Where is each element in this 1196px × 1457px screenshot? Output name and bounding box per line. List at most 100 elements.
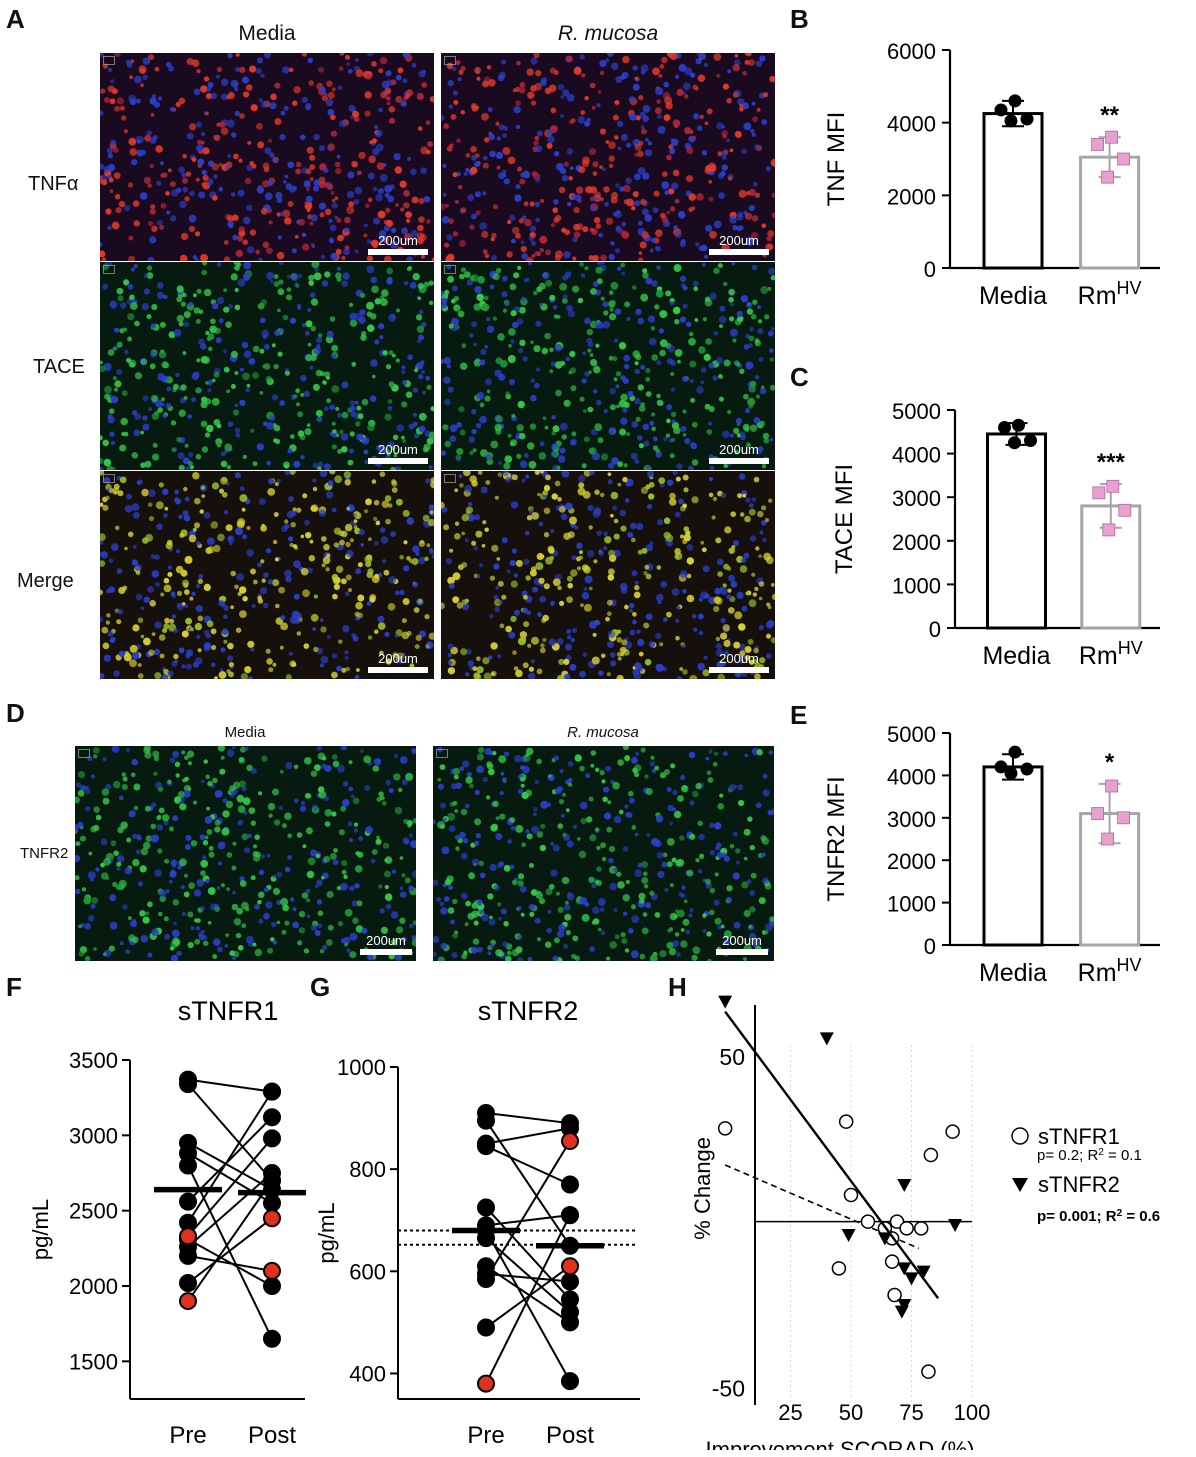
data-point-stnfr1 xyxy=(838,1114,854,1129)
trend-line-stnfr2 xyxy=(724,1010,940,1300)
data-point-stnfr2 xyxy=(819,1032,834,1046)
data-point-post xyxy=(561,1372,579,1391)
data-point-post xyxy=(263,1108,281,1127)
micro-tnfr2-rm xyxy=(433,746,774,961)
data-point-post xyxy=(263,1129,281,1148)
x-tick-label: Media xyxy=(979,282,1047,310)
data-point xyxy=(994,760,1008,774)
data-point-stnfr2 xyxy=(897,1299,912,1312)
data-point xyxy=(1020,112,1034,126)
pair-line xyxy=(187,1152,273,1204)
y-tick-label: 5000 xyxy=(892,399,941,424)
micro-corner-mark xyxy=(78,749,90,758)
micro-tace-rm xyxy=(441,262,775,470)
micro-tnf-rm xyxy=(441,53,775,261)
data-point-post xyxy=(263,1261,281,1280)
data-point-stnfr1 xyxy=(945,1124,960,1139)
chart-b: 0 2000 4000 6000 TNF MFI Media RmHV ** xyxy=(823,39,1160,310)
x-tick-label: 75 xyxy=(899,1400,923,1425)
pair-line xyxy=(485,1140,571,1280)
data-point-pre xyxy=(477,1269,495,1288)
y-axis-label: % Change xyxy=(690,1137,715,1240)
y-tick-label: 0 xyxy=(924,257,936,282)
legend-stats-tail: = 0.1 xyxy=(1104,1147,1142,1164)
chart-g: sTNFR2 400 600 800 1000 pg/mL Pre Post xyxy=(318,996,640,1449)
data-point-stnfr1 xyxy=(887,1287,902,1303)
scale-bar-a2: 200um xyxy=(709,233,769,255)
micro-corner-mark xyxy=(444,265,456,274)
data-point xyxy=(994,103,1008,117)
micro-a-col-media: Media xyxy=(238,22,296,45)
micro-tnfr2-media xyxy=(75,746,416,961)
pair-line xyxy=(187,1165,273,1340)
data-point xyxy=(1008,436,1021,450)
chart-f: sTNFR1 1500 2000 2500 3000 3500 pg/mL Pre Post xyxy=(28,996,306,1449)
panel-letter-c: C xyxy=(790,362,809,392)
scale-bar-a5: 200um xyxy=(368,651,428,673)
pair-line xyxy=(187,1078,273,1093)
y-tick-label: 4000 xyxy=(887,112,936,137)
y-tick-label: 3000 xyxy=(69,1123,118,1148)
pair-line xyxy=(485,1120,571,1247)
scale-bar-d1: 200um xyxy=(360,933,412,955)
micro-corner-mark xyxy=(103,265,115,274)
y-tick-label: 3000 xyxy=(892,486,941,511)
micro-merge-media xyxy=(100,471,434,679)
y-tick-label: 4000 xyxy=(892,443,941,468)
legend-stats-stnfr1: p= 0.2; R2 = 0.1 xyxy=(1037,1147,1142,1165)
pair-line xyxy=(485,1214,571,1227)
micro-d-row-tnfr2: TNFR2 xyxy=(20,845,69,862)
x-tick-label: Post xyxy=(546,1422,594,1449)
micro-d-col-rm: R. mucosa xyxy=(567,724,639,741)
data-point xyxy=(1091,138,1105,151)
scale-bar-a1: 200um xyxy=(368,233,428,255)
data-point-pre xyxy=(179,1292,197,1311)
legend-marker-stnfr2 xyxy=(1012,1178,1028,1192)
x-tick-label: Media xyxy=(982,642,1050,670)
y-tick-label: 3500 xyxy=(69,1048,118,1073)
pair-line xyxy=(187,1091,273,1224)
data-point-post xyxy=(263,1194,281,1213)
data-point-stnfr1 xyxy=(889,1214,905,1229)
data-point-pre xyxy=(179,1246,197,1265)
legend-stats-stnfr2: p= 0.001; R2 = 0.6 xyxy=(1037,1208,1160,1226)
y-tick-label: 2000 xyxy=(887,184,936,209)
data-point-post xyxy=(561,1132,579,1151)
data-point xyxy=(1105,779,1119,793)
pair-line xyxy=(187,1179,273,1302)
data-point-stnfr2 xyxy=(841,1229,856,1242)
chart-e: 0 1000 2000 3000 4000 5000 TNFR2 MFI Media RmHV * xyxy=(823,722,1160,987)
data-point-stnfr1 xyxy=(923,1147,939,1163)
data-point-post xyxy=(561,1175,579,1194)
chart-title: sTNFR1 xyxy=(178,996,279,1026)
x-tick-label: RmHV xyxy=(1078,278,1142,310)
scale-bar-d1-label: 200um xyxy=(366,933,406,948)
pair-line xyxy=(485,1145,571,1186)
data-point-post xyxy=(263,1171,281,1190)
data-point xyxy=(998,420,1011,434)
y-tick-label: 0 xyxy=(924,934,936,959)
data-point-stnfr2 xyxy=(904,1272,919,1286)
scale-bar-a4-label: 200um xyxy=(719,442,759,457)
x-tick-label: RmHV xyxy=(1078,955,1142,987)
significance-label: * xyxy=(1105,749,1115,776)
pair-line xyxy=(187,1083,273,1182)
data-point-stnfr2 xyxy=(718,995,733,1009)
y-tick-label: 1000 xyxy=(887,892,936,917)
pair-line xyxy=(485,1237,571,1313)
bar-media xyxy=(982,765,1044,947)
scale-bar-a3: 200um xyxy=(368,442,428,464)
micro-tace-media xyxy=(100,262,434,470)
y-axis-label: pg/mL xyxy=(318,1202,339,1263)
data-point xyxy=(1004,766,1018,780)
data-point-stnfr2 xyxy=(897,1179,912,1192)
x-tick-label: 50 xyxy=(839,1400,863,1425)
data-point-post xyxy=(263,1209,281,1228)
x-tick-label: Pre xyxy=(467,1422,504,1449)
scale-bar-a6: 200um xyxy=(709,651,769,673)
x-tick-label: Media xyxy=(979,959,1047,987)
data-point-pre xyxy=(477,1374,495,1393)
pair-line xyxy=(187,1141,273,1191)
y-tick-label: 6000 xyxy=(887,39,936,64)
data-point-stnfr1 xyxy=(913,1221,929,1236)
